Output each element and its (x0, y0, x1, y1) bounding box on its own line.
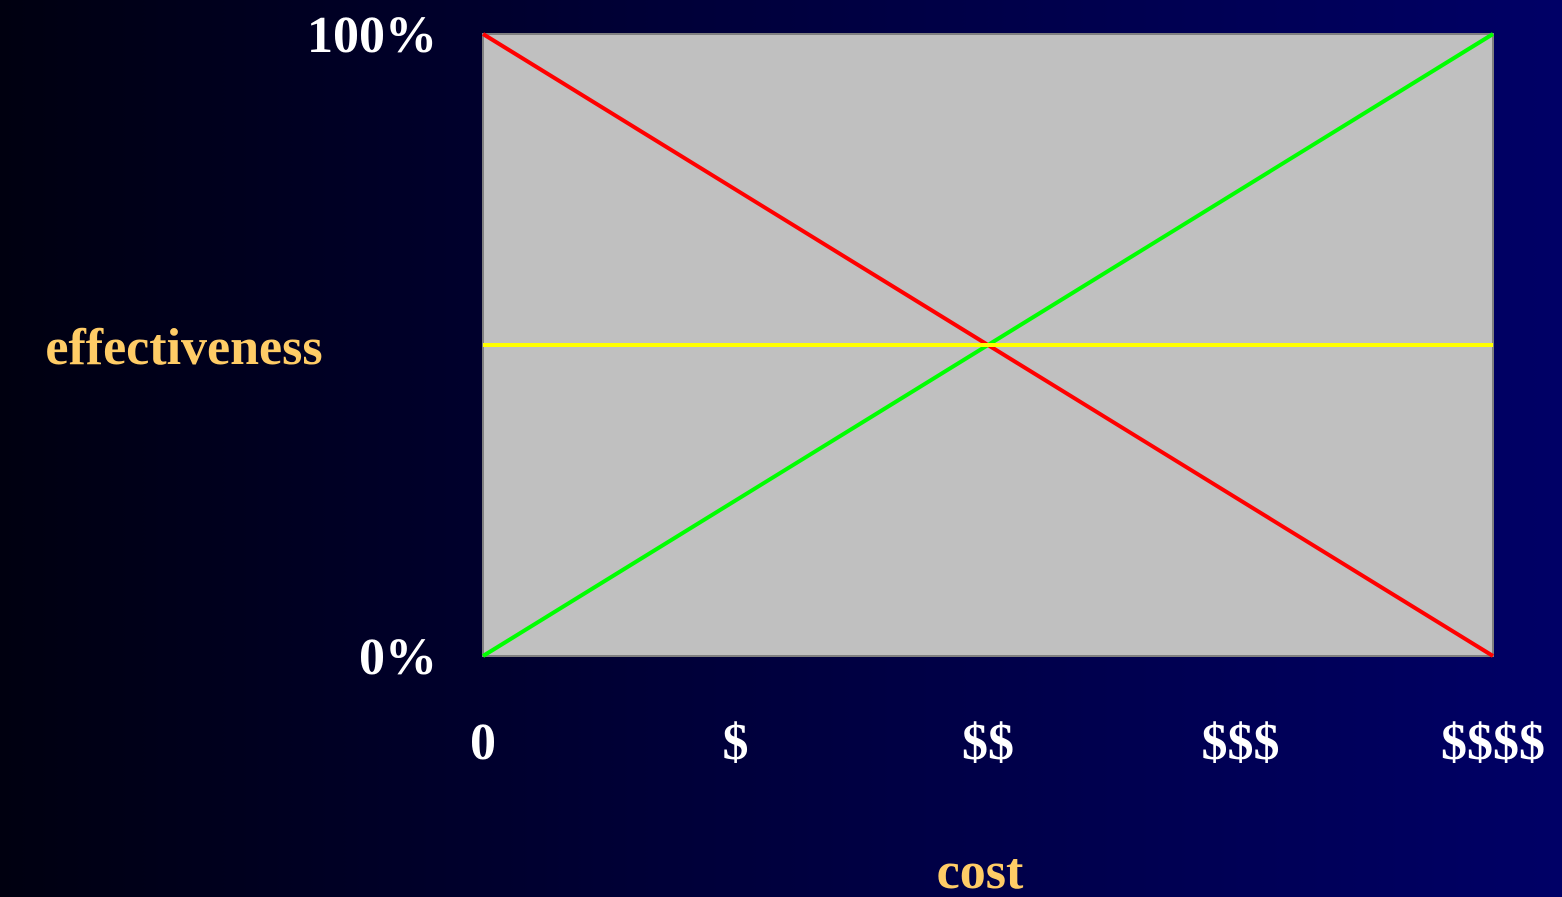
x-tick-label: $$ (962, 714, 1014, 771)
x-tick-labels: 0 $ $$ $$$ $$$$ (470, 714, 1545, 771)
x-tick-label: $ (723, 714, 749, 771)
y-tick-labels: 0% 100% (307, 7, 437, 686)
x-tick-label: $$$ (1202, 714, 1280, 771)
y-tick-label: 100% (307, 7, 437, 64)
series-layer (481, 32, 1495, 658)
y-tick-label: 0% (359, 629, 437, 686)
x-tick-label: 0 (470, 714, 496, 771)
x-tick-label: $$$$ (1441, 714, 1545, 771)
y-axis-label: effectiveness (45, 319, 322, 376)
x-axis-label: cost (937, 843, 1024, 897)
